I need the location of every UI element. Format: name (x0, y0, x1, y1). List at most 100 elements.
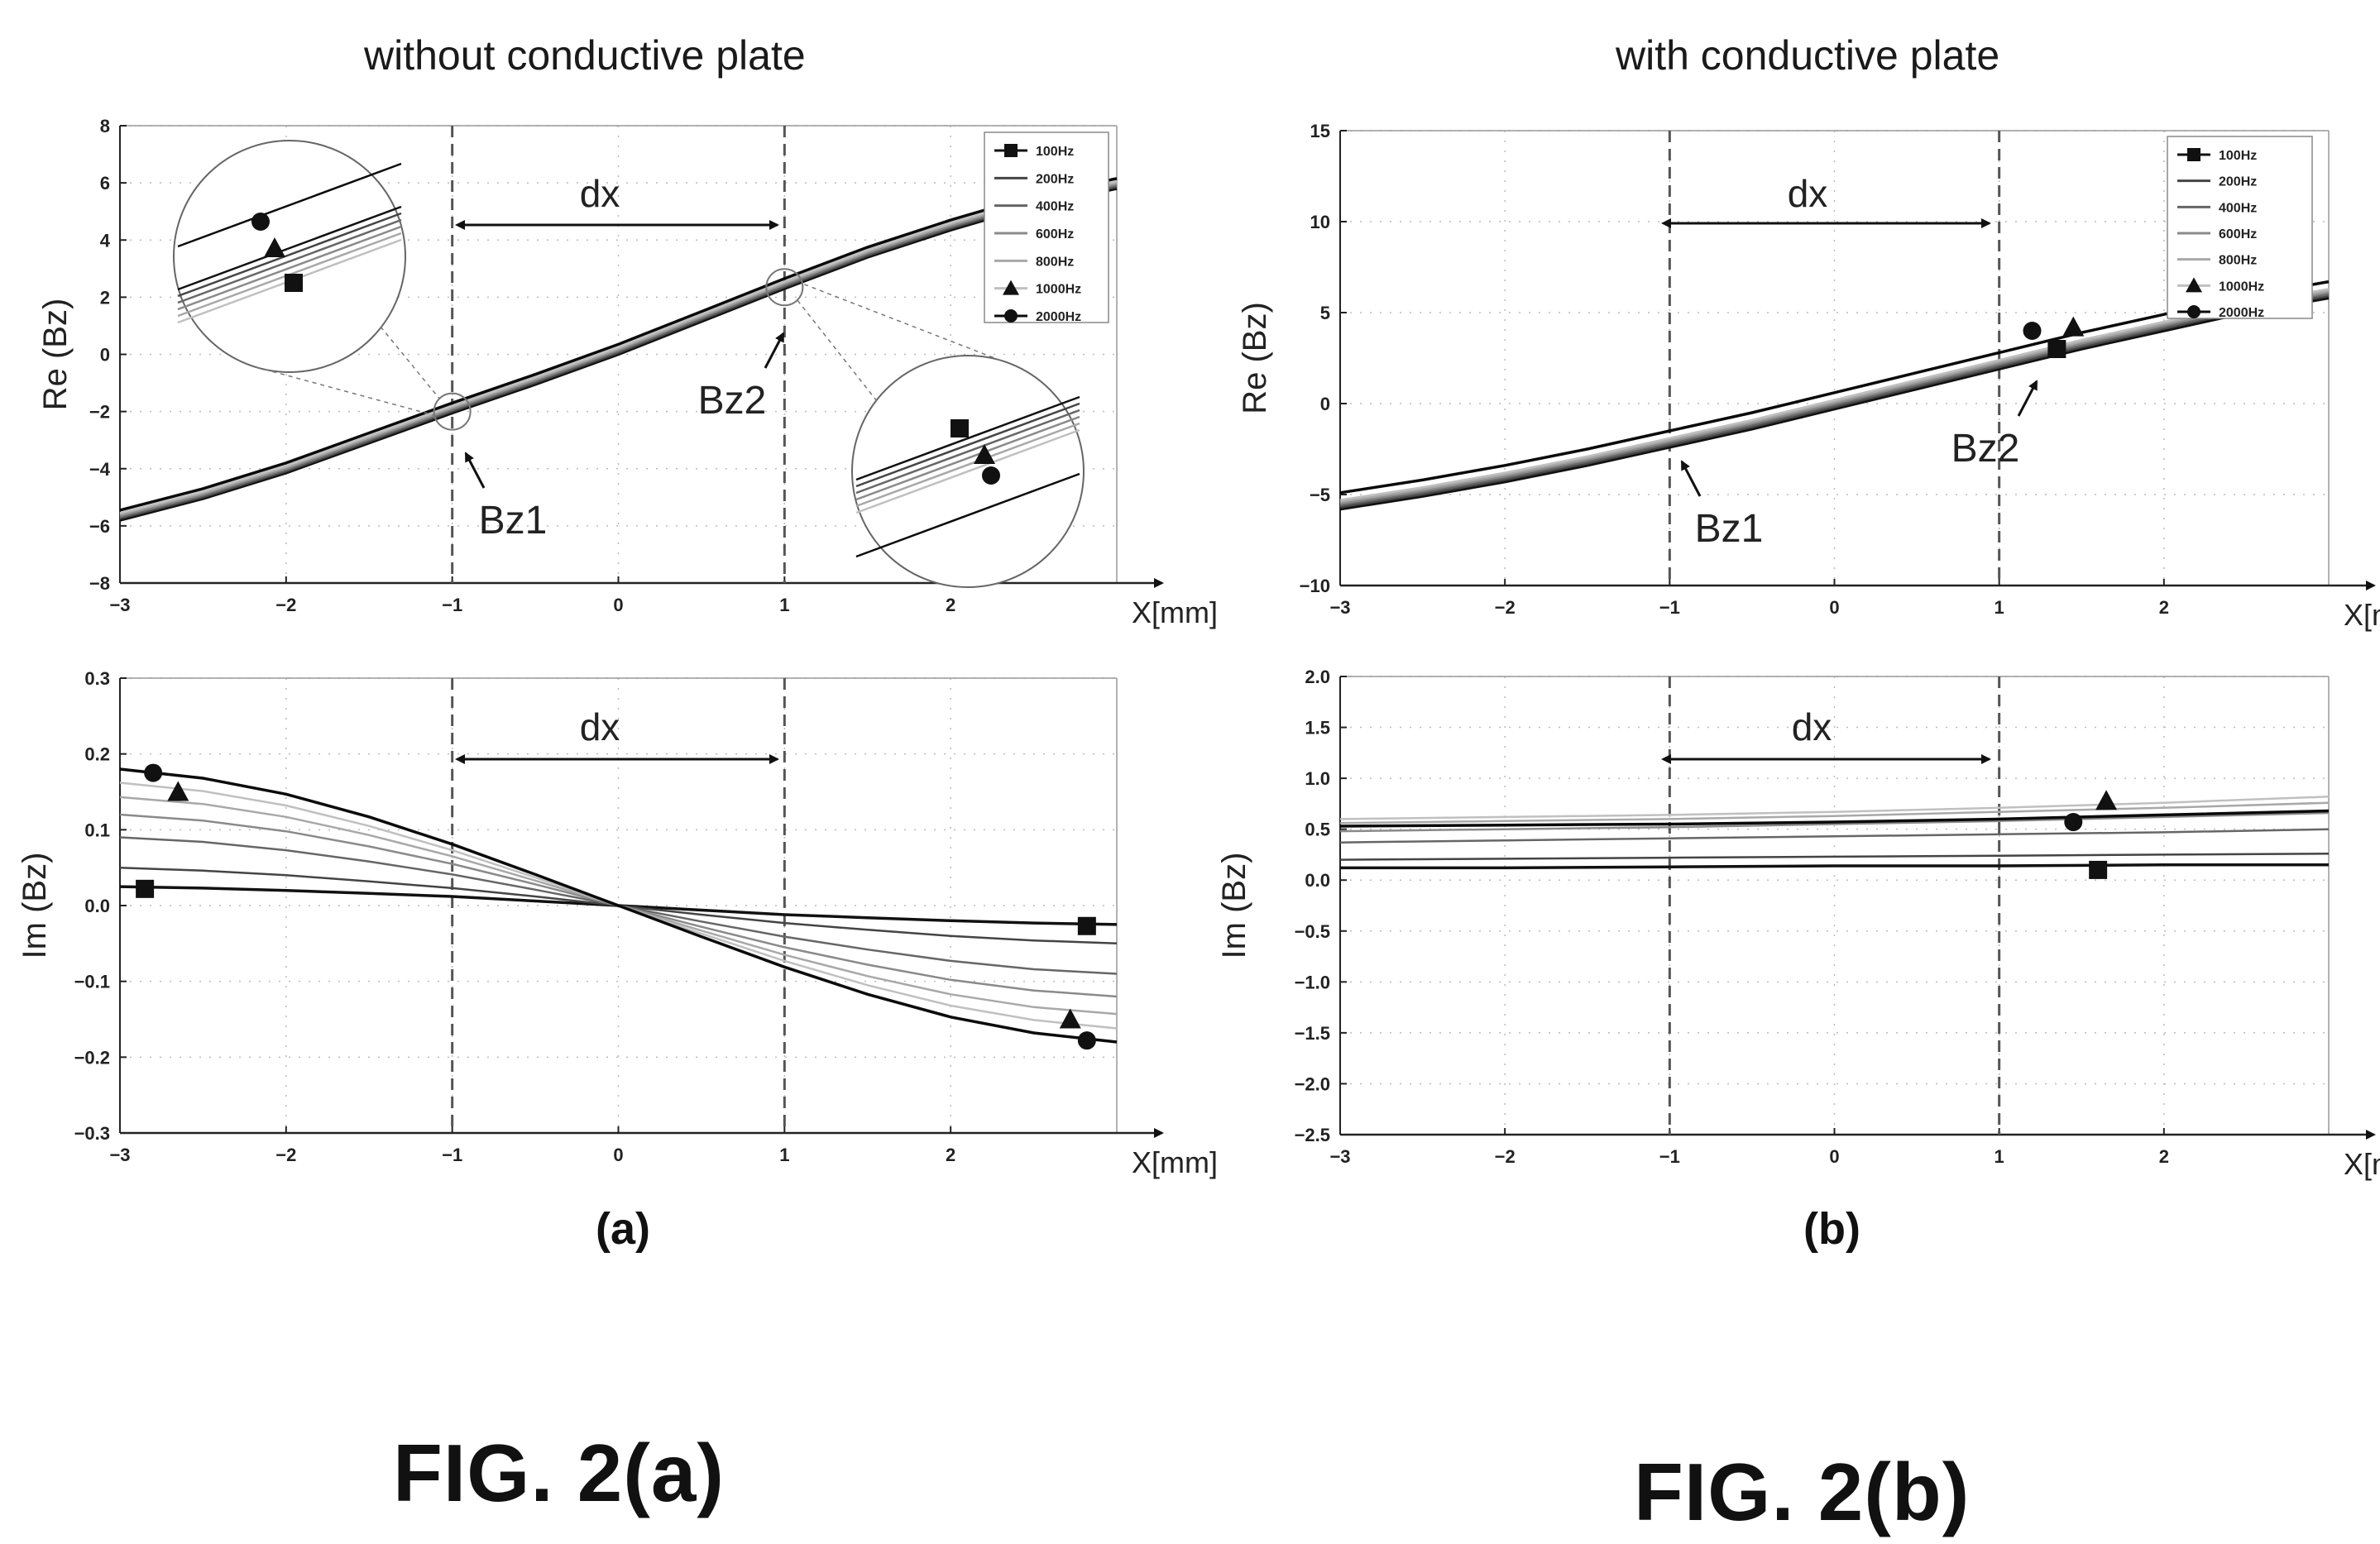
zoom-connector (380, 326, 441, 400)
legend-label: 400Hz (2219, 201, 2257, 215)
bz1-arrow (1680, 460, 1702, 497)
y-axis-label: Im (Bz) (1216, 853, 1252, 959)
chart-a_re: −3 −2 −1 0 1 2 −8 −6 −4 −2 0 2 4 6 8 Re (Bz) X[mm] dx Bz1 B… (37, 116, 1218, 629)
series-line-100Hz (119, 187, 1118, 522)
y-axis-label: Re (Bz) (1237, 302, 1273, 414)
y-tick-label: −1.0 (1295, 972, 1330, 992)
legend-label: 100Hz (1036, 145, 1074, 159)
bz2-label: Bz2 (1951, 427, 2020, 471)
y-tick-label: 0 (100, 345, 110, 366)
data-marker-100Hz (2089, 860, 2108, 879)
data-marker-100Hz (136, 879, 155, 898)
y-tick-label: 0.2 (84, 744, 110, 765)
series-line-1000Hz (119, 180, 1118, 514)
data-marker-1000Hz (264, 237, 285, 257)
zoom-inset-left-line (177, 162, 402, 248)
legend-label: 600Hz (2219, 227, 2257, 241)
data-marker-100Hz (2047, 340, 2066, 358)
series-line-800Hz (1339, 801, 2330, 825)
data-marker-2000Hz (2064, 813, 2083, 832)
dx-label: dx (1788, 172, 1828, 215)
zoom-inset-right-line (855, 428, 1080, 514)
x-tick-label: 0 (613, 1145, 623, 1165)
x-tick-label: −1 (442, 595, 462, 615)
y-tick-label: 0.0 (84, 896, 110, 916)
x-tick-label: 1 (779, 1145, 789, 1165)
x-tick-label: 2 (946, 595, 955, 615)
series-line-800Hz (1339, 289, 2330, 504)
x-tick-label: −3 (109, 1145, 130, 1165)
y-tick-label: −2.0 (1295, 1073, 1330, 1094)
chart-b_im: −3 −2 −1 0 1 2 −2.5 −2.0 −1.5 −1.0 −0.5 0.0 0.5 1.0 1.… (1216, 667, 2380, 1181)
y-axis-label: Re (Bz) (37, 299, 74, 411)
series-line-600Hz (1339, 291, 2330, 505)
legend-marker (1004, 309, 1018, 323)
y-tick-label: 0 (1320, 394, 1330, 414)
x-tick-label: 1 (779, 595, 789, 615)
series-line-400Hz (1339, 828, 2330, 844)
legend-label: 200Hz (1036, 172, 1074, 186)
x-axis-label: X[mm] (1132, 595, 1218, 629)
series-line-1000Hz (1339, 288, 2330, 501)
series-line-400Hz (1339, 293, 2330, 507)
zoom-inset-left (173, 140, 406, 373)
x-tick-label: −3 (1329, 597, 1350, 618)
data-marker-2000Hz (982, 466, 1000, 485)
series-line-2000Hz (1339, 280, 2330, 495)
dx-label: dx (1792, 705, 1832, 748)
x-axis-label: X[mm] (2344, 598, 2380, 632)
x-tick-label: 2 (2159, 597, 2169, 618)
data-marker-1000Hz (167, 781, 189, 801)
x-tick-label: 2 (2159, 1146, 2169, 1167)
x-tick-label: −2 (1495, 1146, 1516, 1167)
x-tick-label: 1 (1995, 1146, 2004, 1167)
data-marker-1000Hz (2095, 790, 2118, 810)
x-tick-label: −2 (1495, 597, 1516, 618)
y-tick-label: 15 (1310, 121, 1330, 141)
legend-label: 800Hz (2219, 254, 2257, 268)
y-tick-label: −2.5 (1295, 1125, 1330, 1145)
y-tick-label: −10 (1300, 576, 1330, 596)
y-tick-label: 0.5 (1305, 820, 1330, 840)
x-tick-label: −1 (1659, 597, 1680, 618)
legend-marker (2187, 148, 2200, 161)
y-tick-label: 4 (100, 230, 111, 251)
legend-label: 1000Hz (2219, 280, 2264, 294)
y-tick-label: −8 (89, 573, 110, 594)
zoom-inset-right-line (855, 402, 1080, 488)
y-tick-label: −0.2 (74, 1047, 110, 1068)
series-line-600Hz (119, 183, 1118, 518)
dx-label: dx (580, 705, 620, 748)
y-axis-label: Im (Bz) (17, 853, 53, 959)
y-tick-label: −0.3 (74, 1123, 110, 1144)
zoom-inset-right-line (855, 409, 1080, 495)
series-line-200Hz (119, 186, 1118, 520)
bz2-label: Bz2 (698, 379, 767, 423)
series-line-100Hz (1339, 296, 2330, 511)
series-line-2000Hz (1339, 809, 2330, 828)
y-tick-label: −5 (1310, 485, 1330, 505)
legend-label: 100Hz (2219, 149, 2257, 163)
bz2-arrow (2017, 380, 2038, 417)
series-line-400Hz (119, 184, 1118, 519)
x-axis-label: X[mm] (1132, 1145, 1218, 1179)
y-tick-label: −0.5 (1295, 921, 1330, 942)
y-tick-label: −2 (89, 402, 110, 423)
zoom-inset-right-line (855, 422, 1080, 508)
data-marker-1000Hz (1059, 1008, 1081, 1029)
data-marker-2000Hz (1077, 1031, 1096, 1050)
zoom-inset-right-line (855, 472, 1080, 558)
x-tick-label: 0 (1829, 597, 1839, 618)
x-tick-label: −1 (442, 1145, 462, 1165)
fig-b-label: FIG. 2(b) (1634, 1446, 1971, 1537)
series-line-200Hz (1339, 852, 2330, 861)
y-tick-label: 6 (100, 173, 110, 194)
legend-label: 2000Hz (1036, 310, 1081, 324)
data-marker-2000Hz (251, 213, 270, 231)
legend-marker (2187, 305, 2200, 318)
x-tick-label: −3 (109, 595, 130, 615)
y-tick-label: 0.3 (84, 668, 110, 689)
y-tick-label: −6 (89, 516, 110, 537)
